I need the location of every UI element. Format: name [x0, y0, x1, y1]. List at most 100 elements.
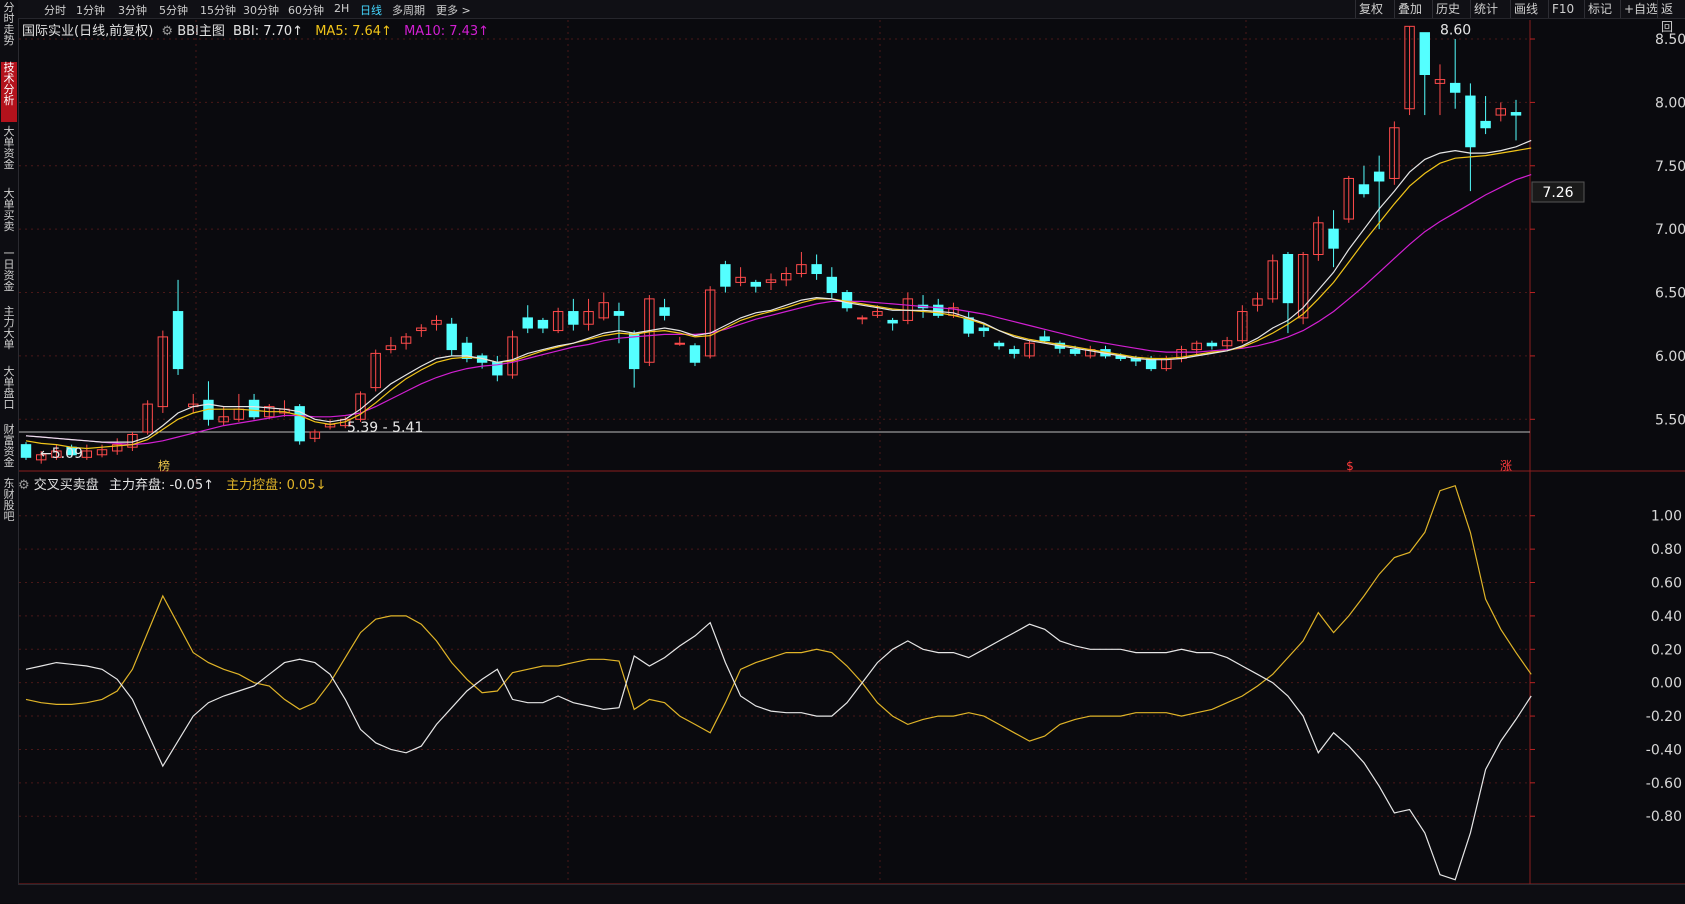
gear-icon[interactable]: ⚙: [18, 478, 30, 493]
tool-5[interactable]: F10: [1548, 0, 1577, 18]
left-tab-bar: 分时走势技术分析大单资金大单买卖一日资金主力大单大单盘口财富资金东财股吧: [0, 0, 19, 903]
candle-body: [613, 311, 625, 316]
candle-body: [1221, 340, 1233, 347]
tool-7[interactable]: +自选: [1620, 0, 1661, 18]
candle-body: [1267, 260, 1278, 300]
candle-body: [933, 304, 944, 316]
period-5[interactable]: 30分钟: [243, 4, 279, 17]
period-2[interactable]: 3分钟: [118, 4, 147, 17]
period-9[interactable]: 多周期: [392, 4, 425, 17]
price-tick-label: 8.50: [1655, 32, 1685, 48]
ma5-line: [25, 147, 1532, 450]
left-tab-8[interactable]: 东财股吧: [3, 477, 15, 523]
candle-body: [96, 449, 108, 456]
period-0[interactable]: 分时: [44, 4, 66, 17]
period-4[interactable]: 15分钟: [200, 4, 236, 17]
event-marker: $: [1346, 459, 1354, 473]
event-marker: 榜: [158, 458, 170, 473]
candle-body: [1495, 108, 1507, 116]
price-tick-label: 6.50: [1655, 286, 1685, 302]
candle-body: [1297, 254, 1309, 319]
tool-4[interactable]: 画线: [1510, 0, 1541, 18]
price-tick-label: 7.00: [1655, 222, 1685, 238]
candle-body: [1313, 222, 1324, 256]
period-8[interactable]: 日线: [360, 4, 382, 17]
left-tab-3[interactable]: 大单买卖: [3, 187, 15, 233]
low-price-label: ←5.09: [40, 446, 83, 462]
candle-body: [1419, 32, 1430, 76]
candle-body: [1024, 342, 1035, 357]
candle-body: [51, 450, 62, 458]
indicator-title[interactable]: 交叉买卖盘: [33, 478, 99, 493]
candle-body: [659, 307, 670, 316]
bbi-line: [25, 139, 1532, 443]
price-tick-label: 6.00: [1655, 349, 1685, 365]
indicator-tick-label: -0.20: [1646, 709, 1682, 725]
period-10[interactable]: 更多 >: [436, 4, 471, 17]
left-tab-0[interactable]: 分时走势: [3, 1, 15, 47]
left-tab-7[interactable]: 财富资金: [3, 423, 15, 469]
tool-0[interactable]: 复权: [1355, 0, 1386, 18]
candle-body: [1069, 349, 1081, 354]
candle-body: [1191, 342, 1202, 351]
candle-body: [218, 416, 229, 423]
candle-body: [1343, 177, 1354, 220]
candle-body: [1358, 184, 1370, 195]
candle-body: [446, 323, 457, 351]
abandon-line: [25, 621, 1532, 881]
indicator-name[interactable]: BBI主图: [177, 24, 225, 39]
candle-body: [1389, 127, 1400, 179]
control-line: [25, 484, 1532, 742]
candle-body: [309, 431, 321, 439]
bbi-value: BBI: 7.70↑: [233, 24, 304, 39]
candle-body: [765, 279, 777, 283]
period-6[interactable]: 60分钟: [288, 4, 324, 17]
tool-2[interactable]: 历史: [1432, 0, 1463, 18]
ma10-value: MA10: 7.43↑: [404, 24, 490, 39]
period-3[interactable]: 5分钟: [159, 4, 188, 17]
tool-1[interactable]: 叠加: [1394, 0, 1425, 18]
candle-body: [644, 298, 655, 363]
indicator-tick-label: 0.80: [1651, 542, 1682, 558]
price-tick-label: 7.50: [1655, 159, 1685, 175]
candle-body: [172, 311, 184, 370]
left-tab-5[interactable]: 主力大单: [3, 305, 15, 351]
left-tab-2[interactable]: 大单资金: [3, 125, 15, 171]
candle-body: [811, 264, 822, 275]
candle-body: [385, 345, 397, 351]
left-tab-1[interactable]: 技术分析: [1, 62, 17, 122]
main-legend: 国际实业(日线,前复权) ⚙ BBI主图 BBI: 7.70↑ MA5: 7.6…: [22, 20, 489, 39]
candle-body: [1009, 349, 1020, 354]
candle-body: [1282, 254, 1294, 304]
candle-body: [887, 319, 898, 324]
candle-body: [628, 332, 640, 370]
candle-body: [1449, 82, 1461, 93]
candle-body: [1373, 171, 1385, 182]
indicator-tick-label: -0.80: [1646, 809, 1682, 825]
candle-body: [507, 336, 518, 376]
candle-body: [35, 454, 47, 461]
gear-icon[interactable]: ⚙: [161, 24, 174, 39]
tool-6[interactable]: 标记: [1584, 0, 1615, 18]
left-tab-4[interactable]: 一日资金: [3, 247, 15, 293]
indicator-tick-label: 1.00: [1651, 509, 1682, 525]
candle-body: [1328, 228, 1339, 249]
tool-8[interactable]: 返回: [1657, 0, 1685, 34]
candle-body: [857, 317, 868, 320]
candle-body: [416, 327, 427, 332]
candle-body: [157, 336, 169, 408]
tool-3[interactable]: 统计: [1470, 0, 1501, 18]
period-1[interactable]: 1分钟: [76, 4, 105, 17]
candle-body: [796, 264, 807, 275]
candle-body: [568, 311, 579, 325]
ma10-line: [25, 174, 1532, 446]
left-tab-6[interactable]: 大单盘口: [3, 365, 15, 411]
stock-title: 国际实业(日线,前复权): [22, 24, 154, 39]
indicator-legend: ⚙ 交叉买卖盘 主力弃盘: -0.05↑ 主力控盘: 0.05↓: [18, 474, 327, 493]
candle-body: [142, 403, 153, 433]
candle-body: [248, 399, 260, 418]
period-7[interactable]: 2H: [334, 2, 350, 15]
candle-body: [826, 276, 838, 294]
candle-body: [112, 444, 123, 452]
